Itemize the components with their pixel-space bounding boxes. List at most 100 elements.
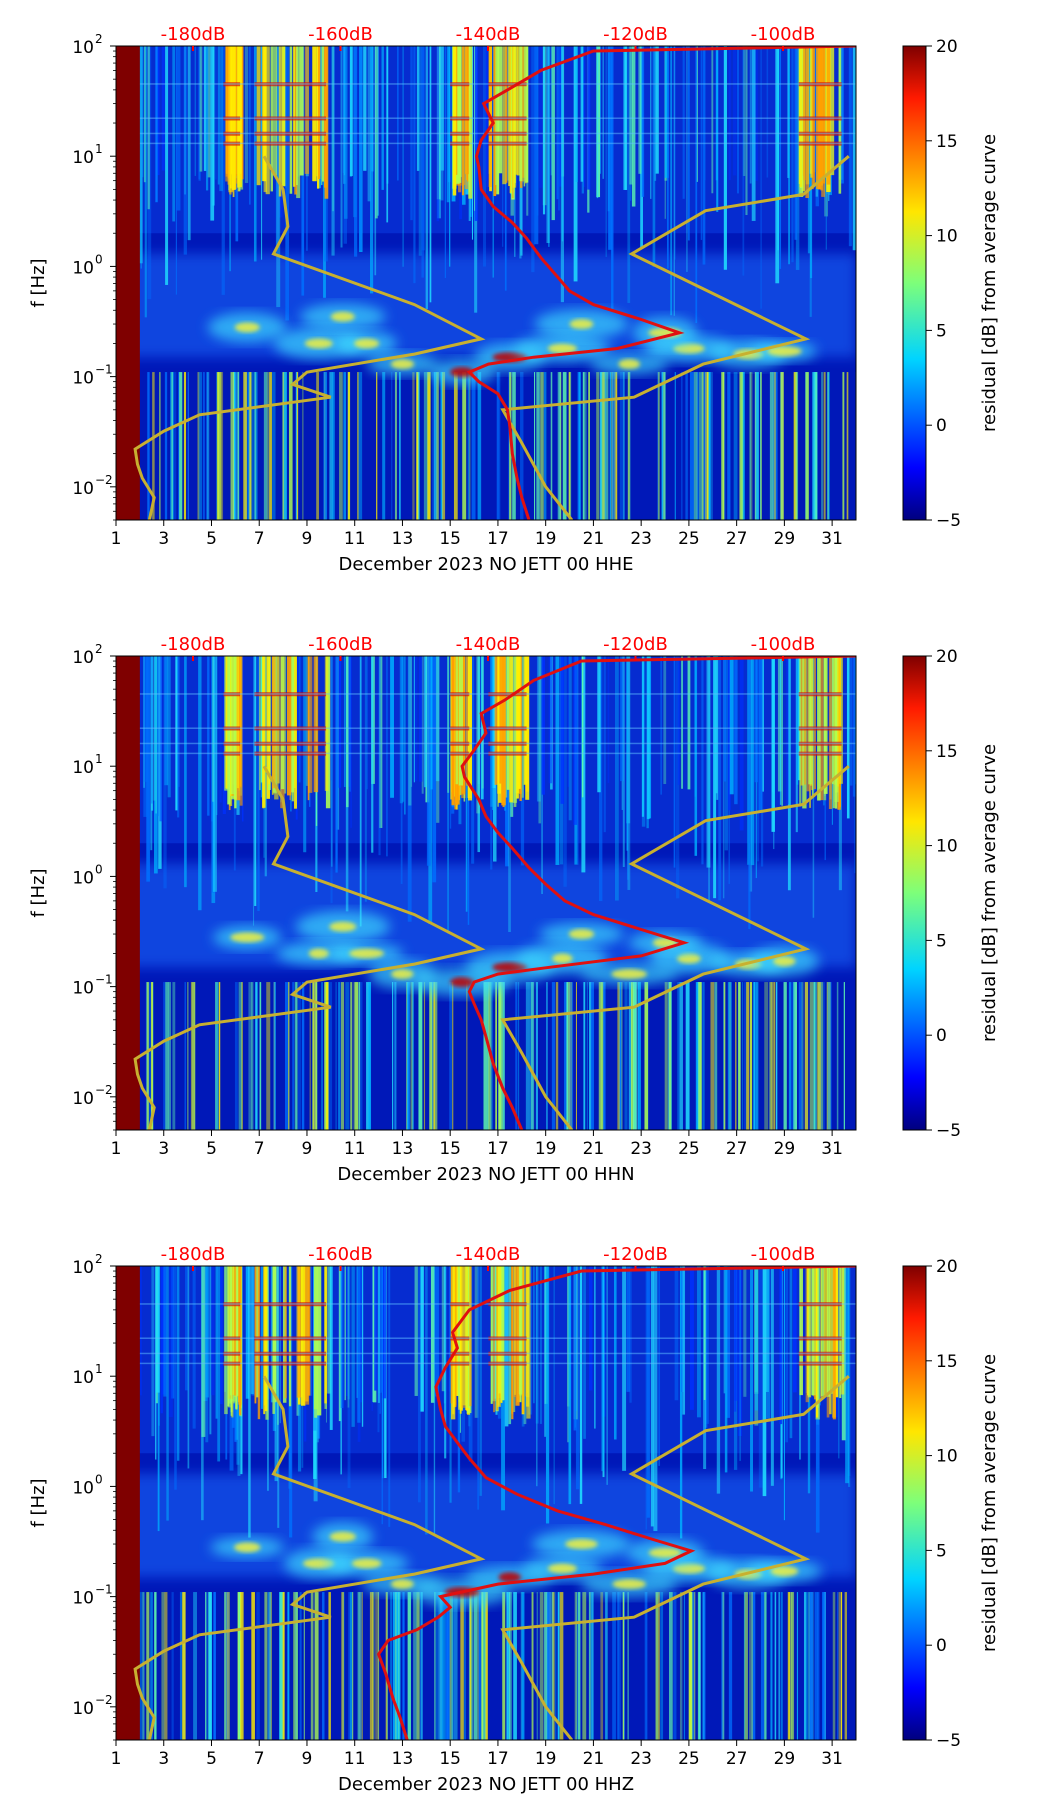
spectrogram-streak <box>702 46 706 265</box>
spectrogram-streak-hot <box>820 1266 825 1397</box>
spectrogram-streak <box>531 46 535 273</box>
spectrogram-streak <box>681 656 684 789</box>
axes-frame <box>115 1265 857 1741</box>
spectrogram-streak <box>541 1592 544 1740</box>
spectrogram-streak <box>813 982 818 1130</box>
spectrogram-streak-hot <box>313 656 319 793</box>
spectrogram-streak <box>624 982 628 1130</box>
spectrogram-streak <box>350 656 352 828</box>
spectrogram-streak <box>813 46 818 173</box>
spectrogram-streak <box>216 372 218 520</box>
y-tick-exponent: −2 <box>95 1693 113 1707</box>
y-tick-label: 10 <box>72 648 94 668</box>
spectrogram-streak <box>315 982 318 1130</box>
spectrogram-streak <box>629 46 633 185</box>
spectrogram-streak <box>474 1266 479 1418</box>
microseism-core <box>308 948 330 959</box>
spectrogram-streak <box>703 1592 706 1740</box>
spectrogram-streak <box>474 46 476 211</box>
spectrogram-streak <box>727 656 731 811</box>
spectrogram-streak <box>343 46 347 244</box>
spectrogram-streak <box>495 982 497 1130</box>
y-tick-label: 10 <box>72 369 94 389</box>
spectrogram-streak <box>846 372 849 520</box>
spectrogram-streak <box>704 46 706 181</box>
spectrogram-streak-hot <box>256 46 261 186</box>
spectrogram-streak <box>471 656 475 864</box>
spectrogram-streak <box>581 656 584 798</box>
x-tick-label: 11 <box>344 1749 366 1769</box>
microseism-core <box>391 969 414 980</box>
spectrogram-streak <box>359 982 363 1130</box>
spectrogram-streak <box>850 656 853 786</box>
spectrogram-streak <box>723 656 727 782</box>
spectrogram-streak <box>821 982 825 1130</box>
spectrogram-streak <box>276 1266 279 1425</box>
spectrogram-streak <box>460 1592 464 1740</box>
spectrogram-streak-hot <box>271 656 276 789</box>
x-tick-label: 21 <box>583 529 605 549</box>
y-tick-exponent: −2 <box>95 473 113 487</box>
spectrogram-streak-hot <box>519 46 523 182</box>
spectrogram-streak <box>359 1592 363 1740</box>
spectrogram-streak <box>564 982 568 1130</box>
spectrogram-streak <box>436 372 439 520</box>
spectrogram-streak <box>347 372 350 520</box>
spectrogram-streak <box>575 982 577 1130</box>
spectrogram-streak <box>141 46 144 178</box>
spectrogram-streak-hot <box>272 1266 276 1394</box>
spectrogram-streak <box>332 46 334 212</box>
spectrogram-streak <box>323 372 327 520</box>
spectrogram-streak <box>301 982 305 1130</box>
x-tick-label: 21 <box>583 1749 605 1769</box>
spectrogram-streak <box>568 1266 572 1505</box>
spectrogram-streak <box>673 46 675 316</box>
spectrogram-streak <box>631 46 636 207</box>
spectrogram-streak <box>154 1592 157 1740</box>
spectrogram-streak-hot <box>257 1266 261 1420</box>
spectrogram-streak-hot <box>802 46 806 181</box>
spectrogram-streak-hot <box>508 46 510 187</box>
spectrogram-streak <box>253 46 257 262</box>
spectrogram-streak <box>748 656 751 930</box>
spectrogram-streak <box>343 46 346 176</box>
spectrogram-streak <box>433 372 437 520</box>
microseism-core <box>773 956 796 967</box>
x-axis-label: December 2023 NO JETT 00 HHZ <box>338 1774 634 1795</box>
spectrogram-streak-hot <box>288 1266 292 1407</box>
db-scale-label: -120dB <box>603 24 668 45</box>
spectrogram-streak <box>783 982 787 1130</box>
spectrogram-streak <box>329 1266 333 1430</box>
spectrogram-streak <box>750 656 755 866</box>
microseism-core <box>547 343 578 354</box>
spectrogram-streak <box>773 656 775 850</box>
x-tick-label: 9 <box>302 1749 313 1769</box>
spectrogram-streak <box>338 1266 342 1422</box>
microseism-core <box>230 932 265 943</box>
x-tick-label: 5 <box>206 1139 217 1159</box>
spectrogram-streak <box>501 982 505 1130</box>
spectrogram-streak <box>388 1266 391 1527</box>
spectrogram-streak <box>655 1592 659 1740</box>
spectrogram-streak <box>283 1592 285 1740</box>
x-tick-label: 13 <box>392 1139 414 1159</box>
spectrogram-streak <box>599 372 602 520</box>
spectrogram-streak <box>413 656 418 782</box>
db-scale-label: -120dB <box>603 1244 668 1265</box>
x-tick-label: 25 <box>678 1749 700 1769</box>
spectrogram-streak <box>407 982 410 1130</box>
spectrogram-streak <box>749 656 753 892</box>
spectrogram-streak <box>206 1592 209 1740</box>
spectrogram-streak <box>790 1592 795 1740</box>
spectrogram-streak <box>355 982 359 1130</box>
spectrogram-streak <box>273 982 276 1130</box>
spectrogram-streak <box>779 1266 783 1425</box>
y-tick-exponent: −1 <box>95 1583 113 1597</box>
spectrogram-streak <box>632 982 637 1130</box>
spectrogram-streak <box>418 1266 421 1503</box>
spectrogram-streak <box>178 656 180 787</box>
spectrogram-streak <box>793 372 798 520</box>
spectrogram-streak <box>161 46 165 171</box>
spectrogram-streak <box>435 1592 439 1740</box>
y-tick-exponent: 2 <box>95 32 103 46</box>
